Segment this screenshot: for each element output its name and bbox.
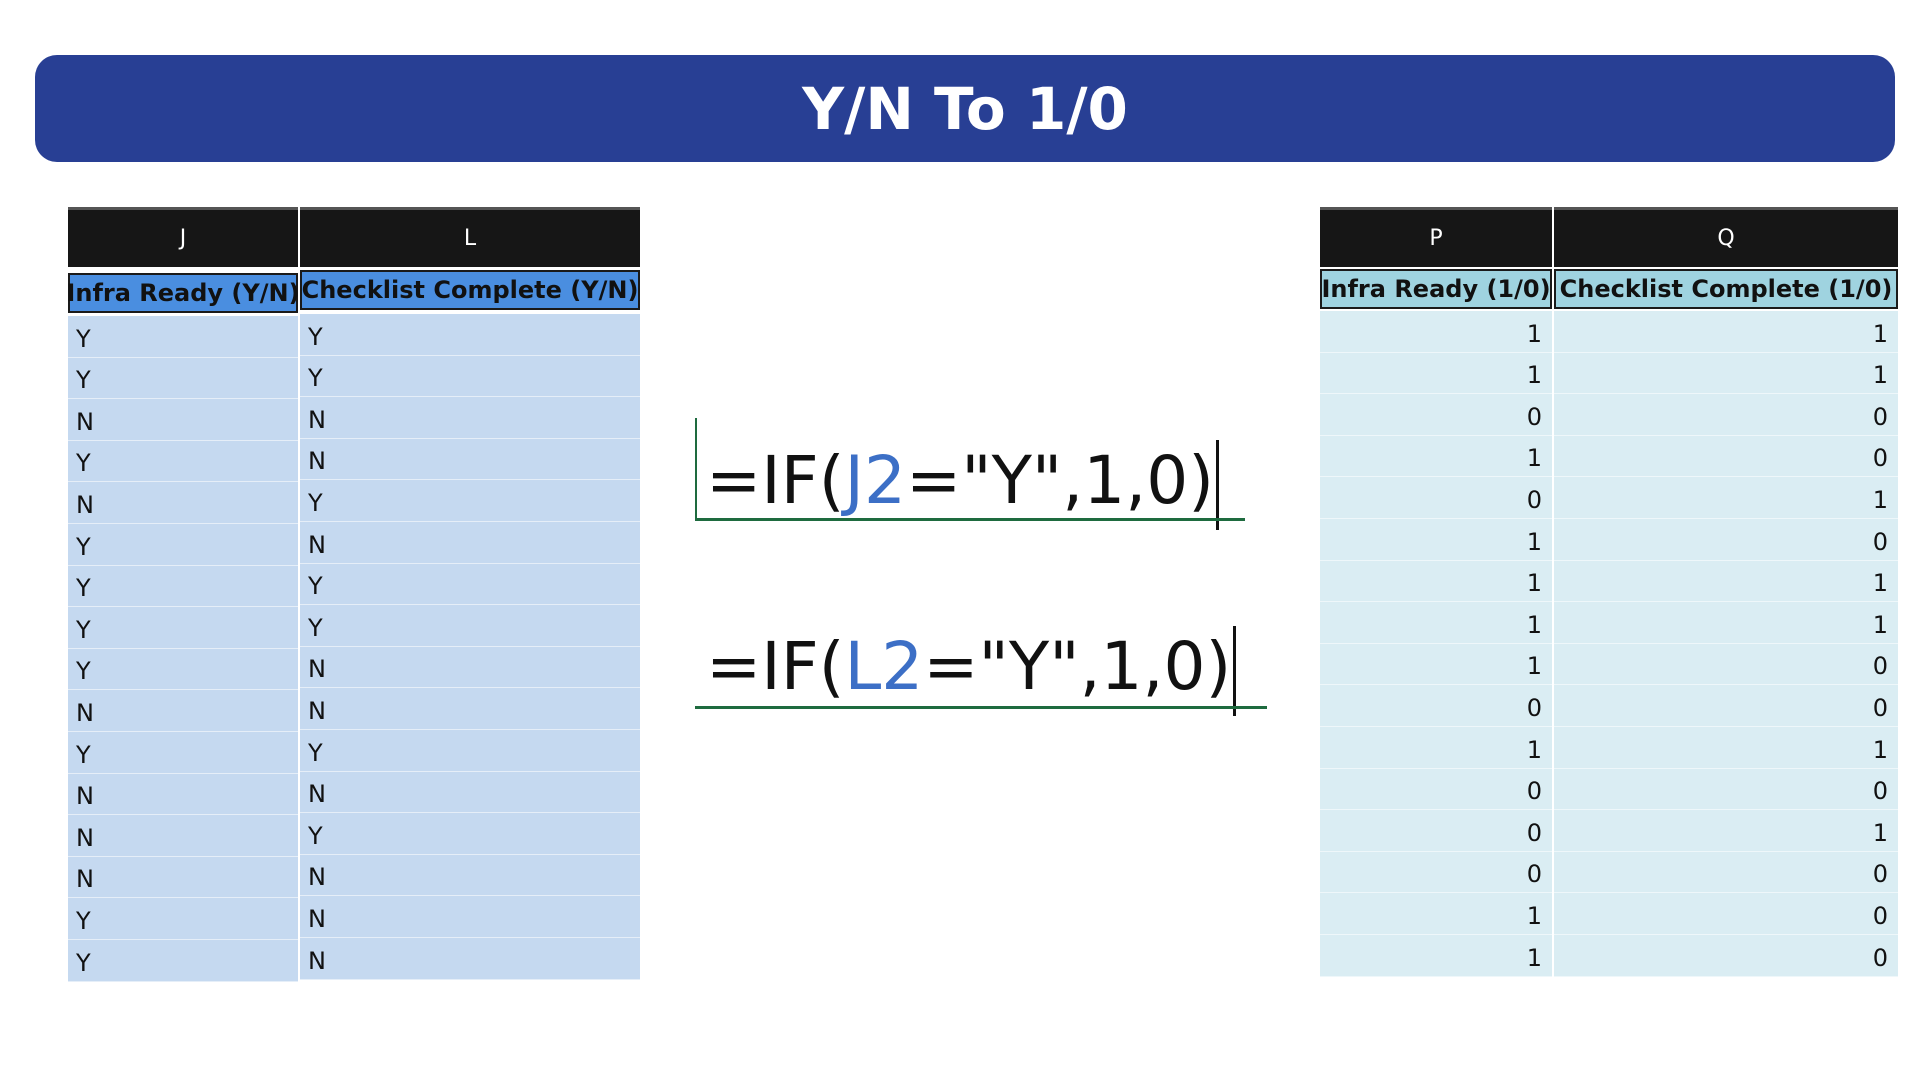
table-cell[interactable]: 1 bbox=[1320, 644, 1552, 686]
table-cell[interactable]: 1 bbox=[1554, 810, 1898, 852]
table-cell[interactable]: 0 bbox=[1554, 769, 1898, 811]
table-cell[interactable]: 1 bbox=[1320, 519, 1552, 561]
table-cell[interactable]: N bbox=[68, 690, 298, 732]
formula-2-ref: L2 bbox=[844, 628, 923, 705]
formula-underline-1 bbox=[695, 518, 1245, 521]
formula-1-suffix: ="Y",1,0) bbox=[906, 442, 1214, 519]
table-cell[interactable]: 1 bbox=[1320, 436, 1552, 478]
table-cell[interactable]: 0 bbox=[1320, 769, 1552, 811]
formula-2-suffix: ="Y",1,0) bbox=[923, 628, 1231, 705]
text-cursor bbox=[1216, 440, 1219, 530]
table-cell[interactable]: 1 bbox=[1554, 311, 1898, 353]
table-cell[interactable]: Y bbox=[300, 564, 640, 606]
table-cell[interactable]: Y bbox=[68, 940, 298, 982]
table-cell[interactable]: Y bbox=[68, 524, 298, 566]
table-cell[interactable]: Y bbox=[68, 566, 298, 608]
table-cell[interactable]: N bbox=[68, 399, 298, 441]
header-checklist-complete-10[interactable]: Checklist Complete (1/0) bbox=[1554, 269, 1898, 309]
table-cell[interactable]: 1 bbox=[1320, 893, 1552, 935]
page-title: Y/N To 1/0 bbox=[802, 75, 1128, 143]
table-cell[interactable]: 0 bbox=[1554, 394, 1898, 436]
table-cell[interactable]: Y bbox=[300, 605, 640, 647]
table-cell[interactable]: 1 bbox=[1554, 353, 1898, 395]
table-cell[interactable]: 0 bbox=[1554, 852, 1898, 894]
formula-bar-edge-1 bbox=[695, 418, 697, 520]
table-cell[interactable]: N bbox=[300, 688, 640, 730]
table-cell[interactable]: Y bbox=[300, 480, 640, 522]
header-infra-ready-10[interactable]: Infra Ready (1/0) bbox=[1320, 269, 1552, 309]
column-letter-p[interactable]: P bbox=[1320, 207, 1552, 267]
header-infra-ready-yn[interactable]: Infra Ready (Y/N) bbox=[68, 273, 298, 313]
table-cell[interactable]: N bbox=[300, 397, 640, 439]
table-cell[interactable]: 1 bbox=[1320, 353, 1552, 395]
table-cell[interactable]: N bbox=[68, 857, 298, 899]
table-cell[interactable]: N bbox=[300, 772, 640, 814]
table-cell[interactable]: 0 bbox=[1554, 935, 1898, 977]
table-cell[interactable]: 0 bbox=[1554, 644, 1898, 686]
formula-1[interactable]: =IF(J2="Y",1,0) bbox=[706, 440, 1219, 530]
table-cell[interactable]: 1 bbox=[1320, 727, 1552, 769]
table-cell[interactable]: Y bbox=[300, 730, 640, 772]
table-cell[interactable]: 0 bbox=[1320, 685, 1552, 727]
table-cell[interactable]: N bbox=[300, 938, 640, 980]
column-letter-l[interactable]: L bbox=[300, 207, 640, 267]
table-cell[interactable]: 1 bbox=[1320, 935, 1552, 977]
column-letter-q[interactable]: Q bbox=[1554, 207, 1898, 267]
table-cell[interactable]: 0 bbox=[1554, 893, 1898, 935]
formula-underline-2 bbox=[695, 706, 1267, 709]
formula-2-prefix: =IF( bbox=[706, 628, 844, 705]
table-cell[interactable]: Y bbox=[300, 813, 640, 855]
table-cell[interactable]: 0 bbox=[1320, 810, 1552, 852]
table-cell[interactable]: Y bbox=[68, 732, 298, 774]
table-cell[interactable]: 1 bbox=[1554, 477, 1898, 519]
table-cell[interactable]: N bbox=[300, 896, 640, 938]
table-cell[interactable]: N bbox=[300, 522, 640, 564]
table-cell[interactable]: N bbox=[68, 482, 298, 524]
table-cell[interactable]: Y bbox=[68, 607, 298, 649]
formula-1-prefix: =IF( bbox=[706, 442, 844, 519]
table-cell[interactable]: 1 bbox=[1320, 311, 1552, 353]
table-cell[interactable]: 0 bbox=[1554, 685, 1898, 727]
table-cell[interactable]: 1 bbox=[1554, 727, 1898, 769]
table-cell[interactable]: 0 bbox=[1554, 519, 1898, 561]
table-cell[interactable]: 0 bbox=[1320, 852, 1552, 894]
table-cell[interactable]: N bbox=[300, 439, 640, 481]
table-cell[interactable]: Y bbox=[68, 358, 298, 400]
formula-2[interactable]: =IF(L2="Y",1,0) bbox=[706, 626, 1236, 716]
table-cell[interactable]: 0 bbox=[1320, 477, 1552, 519]
table-cell[interactable]: Y bbox=[68, 316, 298, 358]
column-letter-j[interactable]: J bbox=[68, 207, 298, 267]
table-cell[interactable]: 1 bbox=[1554, 602, 1898, 644]
table-cell[interactable]: Y bbox=[68, 441, 298, 483]
table-cell[interactable]: 1 bbox=[1320, 561, 1552, 603]
table-cell[interactable]: Y bbox=[68, 649, 298, 691]
table-cell[interactable]: N bbox=[300, 647, 640, 689]
table-cell[interactable]: 0 bbox=[1320, 394, 1552, 436]
header-checklist-complete-yn[interactable]: Checklist Complete (Y/N) bbox=[300, 270, 640, 310]
table-cell[interactable]: N bbox=[68, 774, 298, 816]
formula-1-ref: J2 bbox=[844, 442, 905, 519]
table-cell[interactable]: 1 bbox=[1554, 561, 1898, 603]
table-cell[interactable]: Y bbox=[300, 314, 640, 356]
text-cursor bbox=[1233, 626, 1236, 716]
table-cell[interactable]: 1 bbox=[1320, 602, 1552, 644]
table-cell[interactable]: Y bbox=[68, 898, 298, 940]
table-cell[interactable]: Y bbox=[300, 356, 640, 398]
table-cell[interactable]: N bbox=[68, 815, 298, 857]
table-cell[interactable]: N bbox=[300, 855, 640, 897]
table-cell[interactable]: 0 bbox=[1554, 436, 1898, 478]
title-banner: Y/N To 1/0 bbox=[35, 55, 1895, 162]
